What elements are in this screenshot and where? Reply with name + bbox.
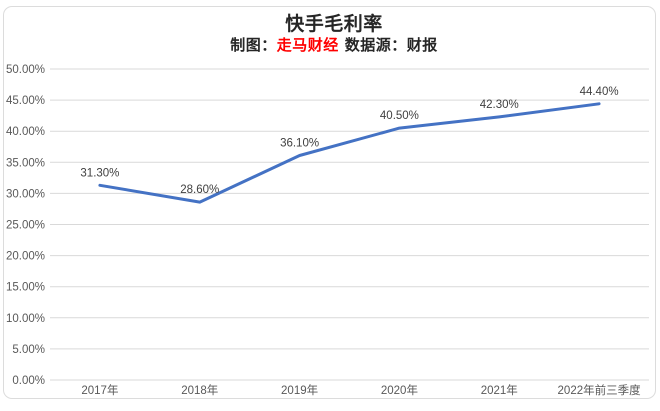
y-axis-labels: 0.00% 5.00% 10.00% 15.00% 20.00% 25.00% 30.00%… xyxy=(6,64,45,387)
point-label: 44.40% xyxy=(580,86,619,98)
series-line xyxy=(98,102,601,204)
y-tick-label: 45.00% xyxy=(6,95,45,107)
y-tick-label: 25.00% xyxy=(6,220,45,232)
point-label: 28.60% xyxy=(180,184,219,196)
subtitle-prefix: 制图： xyxy=(230,37,277,54)
x-tick-label: 2022年前三季度 xyxy=(558,383,642,397)
point-label: 42.30% xyxy=(480,99,519,111)
x-tick-label: 2017年 xyxy=(81,383,118,397)
x-tick-label: 2021年 xyxy=(481,383,518,397)
y-tick-label: 35.00% xyxy=(6,157,45,169)
point-labels: 31.30% 28.60% 36.10% 40.50% 42.30% 44.40% xyxy=(80,86,618,196)
gridlines xyxy=(50,68,649,381)
y-tick-label: 5.00% xyxy=(12,344,45,356)
y-tick-label: 50.00% xyxy=(6,64,45,76)
point-label: 36.10% xyxy=(280,137,319,149)
subtitle-credit: 走马财经 xyxy=(276,37,339,54)
y-tick-label: 0.00% xyxy=(12,375,45,387)
x-tick-label: 2020年 xyxy=(381,383,418,397)
x-tick-label: 2018年 xyxy=(181,383,218,397)
line-chart: 0.00% 5.00% 10.00% 15.00% 20.00% 25.00% 30.00%… xyxy=(6,64,649,397)
point-label: 40.50% xyxy=(380,110,419,122)
y-tick-label: 20.00% xyxy=(6,251,45,263)
x-axis-labels: 2017年 2018年 2019年 2020年 2021年 2022年前三季度 xyxy=(81,383,641,397)
y-tick-label: 30.00% xyxy=(6,188,45,200)
chart-card: 快手毛利率 制图：走马财经 数据源：财报 0.00% 5.00% 10.00% 15.0… xyxy=(3,6,656,399)
y-tick-label: 40.00% xyxy=(6,126,45,138)
y-tick-label: 15.00% xyxy=(6,282,45,294)
chart-header: 快手毛利率 制图：走马财经 数据源：财报 xyxy=(4,14,660,56)
chart-subtitle: 制图：走马财经 数据源：财报 xyxy=(4,35,660,56)
chart-title: 快手毛利率 xyxy=(285,14,383,35)
subtitle-suffix: 数据源：财报 xyxy=(344,37,438,54)
x-tick-label: 2019年 xyxy=(281,383,318,397)
point-label: 31.30% xyxy=(80,167,119,179)
y-tick-label: 10.00% xyxy=(6,313,45,325)
